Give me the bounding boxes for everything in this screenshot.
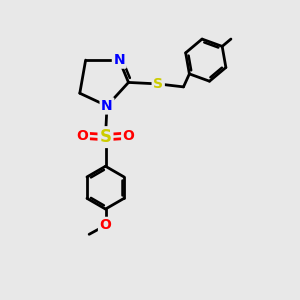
Text: N: N: [101, 99, 113, 113]
Text: S: S: [100, 128, 112, 146]
Text: N: N: [113, 53, 125, 67]
Text: O: O: [123, 129, 135, 142]
Text: O: O: [100, 218, 111, 233]
Text: S: S: [153, 77, 163, 91]
Text: O: O: [76, 129, 88, 142]
